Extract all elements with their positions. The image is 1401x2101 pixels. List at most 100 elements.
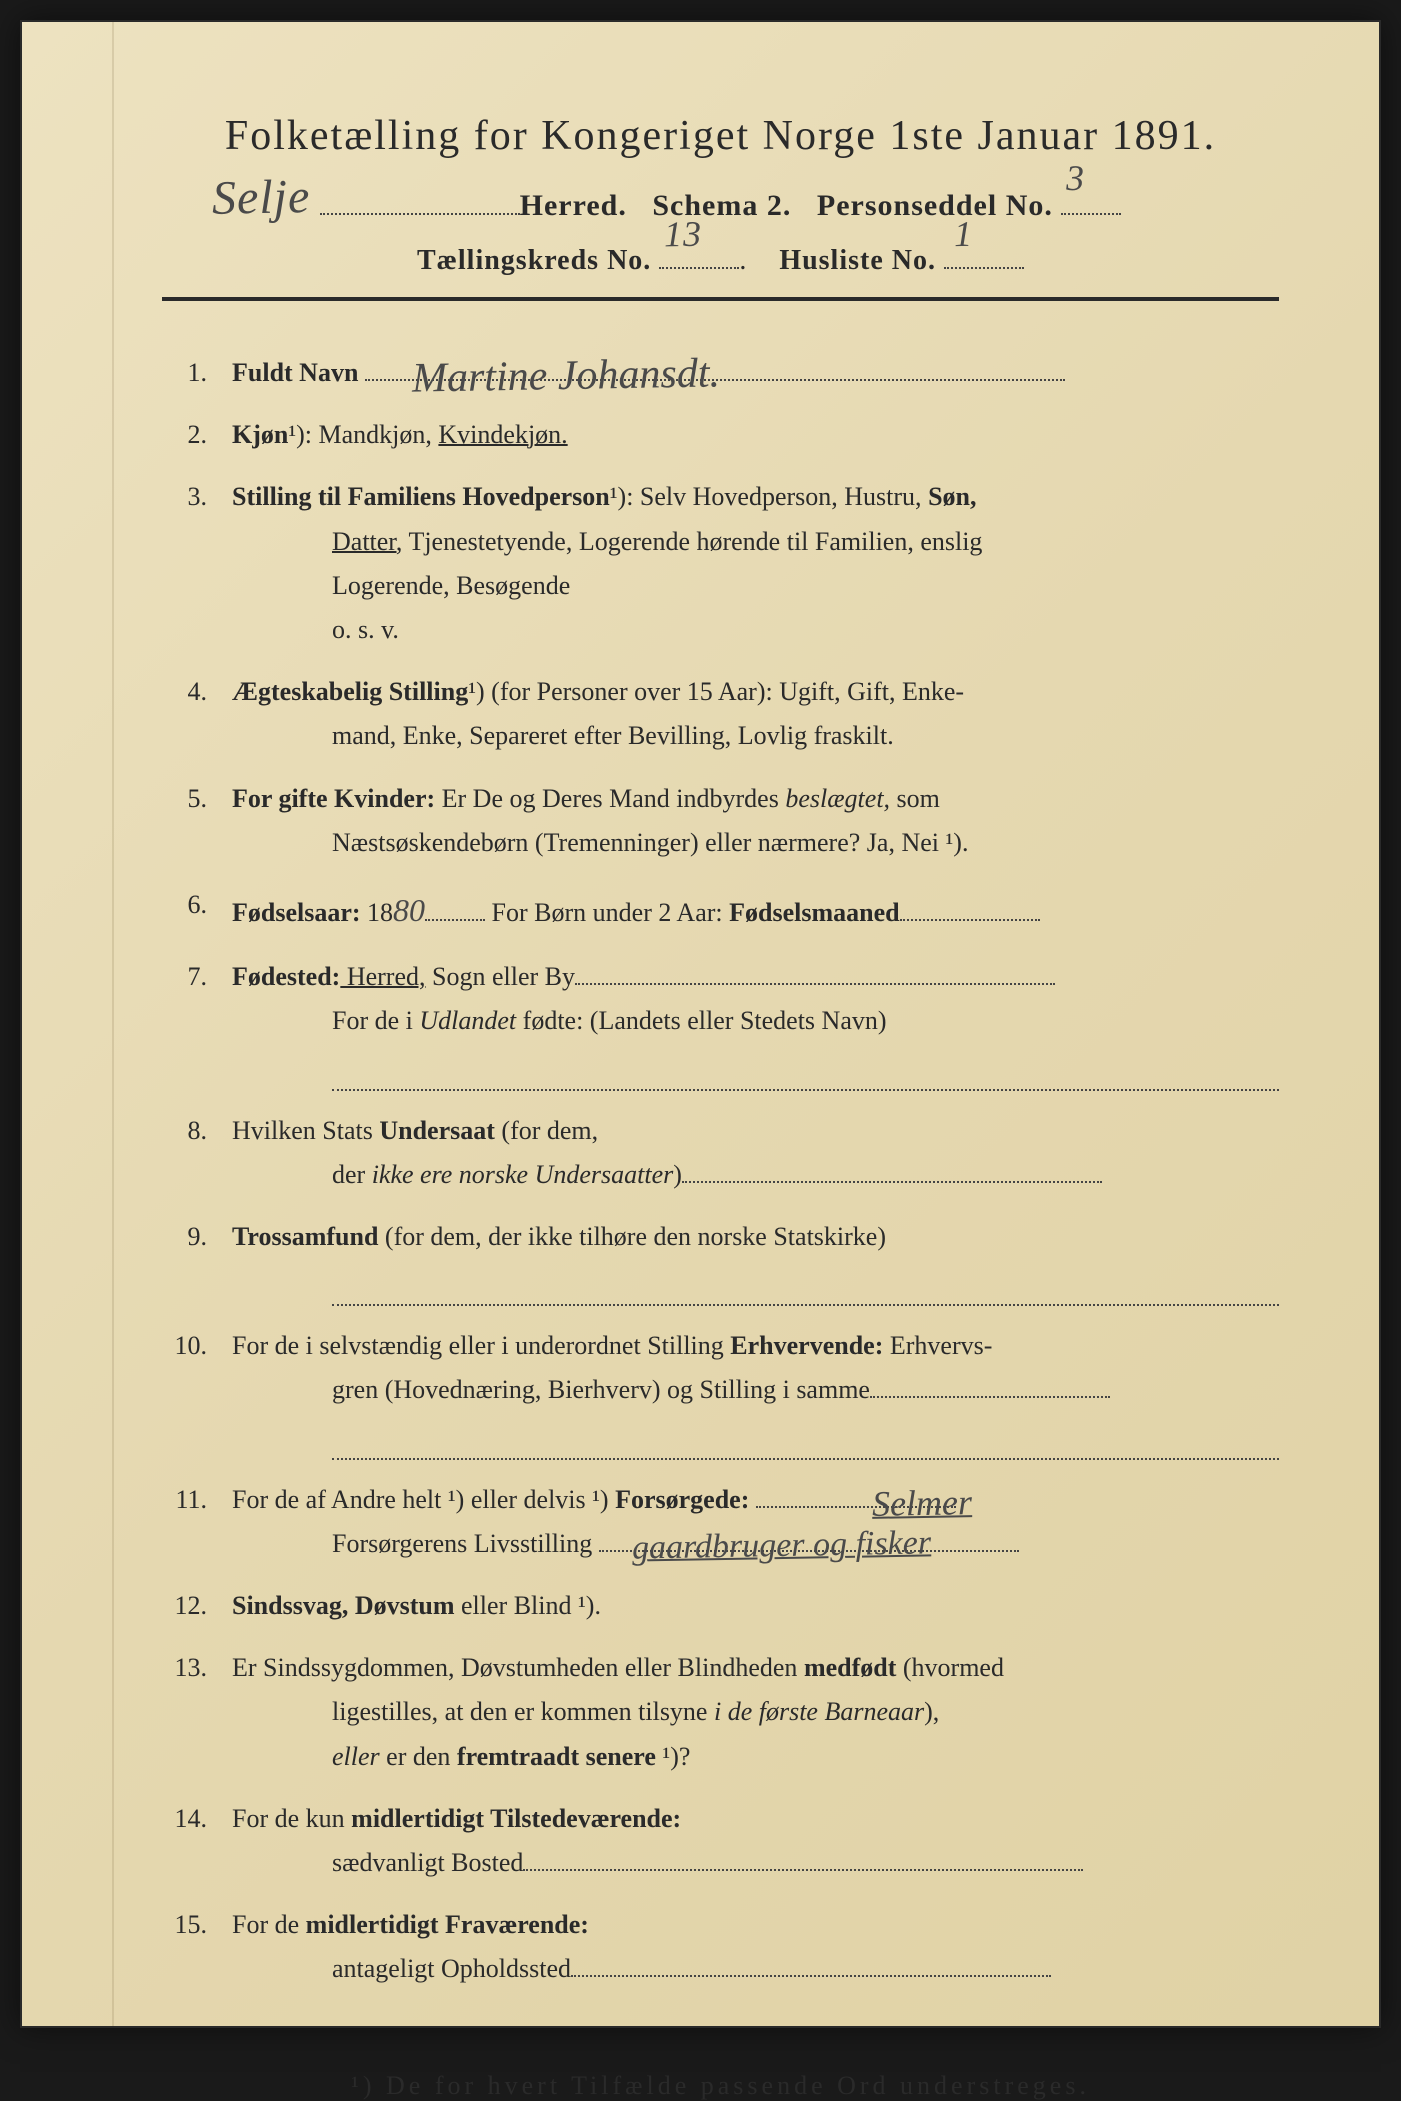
item-content: Trossamfund (for dem, der ikke tilhøre d… (232, 1215, 1279, 1306)
indent-line: eller er den fremtraadt senere ¹)? (232, 1735, 1279, 1779)
header-divider (162, 297, 1279, 301)
text: ¹) (for Personer over 15 Aar): Ugift, Gi… (468, 677, 964, 706)
text: ¹): Selv Hovedperson, Hustru, (610, 482, 928, 511)
text: Er Sindssygdommen, Døvstumheden eller Bl… (232, 1653, 804, 1682)
item-num: 15. (172, 1903, 232, 1991)
item-11: 11. For de af Andre helt ¹) eller delvis… (172, 1478, 1279, 1566)
dotted-full (332, 1421, 1279, 1460)
taellingskreds-no: 13 (664, 213, 703, 256)
item-content: For gifte Kvinder: Er De og Deres Mand i… (232, 777, 1279, 865)
bold: medfødt (804, 1653, 896, 1682)
item-content: Er Sindssygdommen, Døvstumheden eller Bl… (232, 1646, 1279, 1779)
item-2: 2. Kjøn¹): Mandkjøn, Kvindekjøn. (172, 413, 1279, 457)
item-num: 5. (172, 777, 232, 865)
underlined: Datter, (332, 527, 402, 556)
census-form-page: Folketælling for Kongeriget Norge 1ste J… (20, 20, 1381, 2028)
item-num: 6. (172, 883, 232, 937)
indent-line: mand, Enke, Separeret efter Bevilling, L… (232, 714, 1279, 758)
kreds-line: Tællingskreds No. 13. Husliste No. 1 (162, 241, 1279, 277)
item-num: 8. (172, 1109, 232, 1197)
bold: midlertidigt Fraværende: (306, 1910, 589, 1939)
indent-line: Forsørgerens Livsstilling gaardbruger og… (232, 1522, 1279, 1566)
text: Tjenestetyende, Logerende hørende til Fa… (402, 527, 982, 556)
text: Forsørgerens Livsstilling (332, 1529, 592, 1558)
item-content: Kjøn¹): Mandkjøn, Kvindekjøn. (232, 413, 1279, 457)
item-num: 11. (172, 1478, 232, 1566)
item-3: 3. Stilling til Familiens Hovedperson¹):… (172, 475, 1279, 652)
text: gren (Hovednæring, Bierhverv) og Stillin… (332, 1375, 870, 1404)
personseddel-field: 3 (1061, 185, 1121, 215)
indent-line: Datter, Tjenestetyende, Logerende hørend… (232, 520, 1279, 564)
herred-line: Selje Herred. Schema 2. Personseddel No.… (162, 185, 1279, 223)
text: er den (380, 1742, 457, 1771)
text: For de i selvstændig eller i underordnet… (232, 1331, 730, 1360)
taellingskreds-label: Tællingskreds No. (417, 245, 651, 276)
italic: ikke ere norske Undersaatter (372, 1160, 674, 1189)
text: som (890, 784, 940, 813)
item-num: 14. (172, 1797, 232, 1885)
item-15: 15. For de midlertidigt Fraværende: anta… (172, 1903, 1279, 1991)
dotted-full (332, 1267, 1279, 1306)
name-handwritten: Martine Johansdt. (411, 338, 720, 415)
text: eller Blind ¹). (455, 1591, 601, 1620)
personseddel-no: 3 (1066, 157, 1086, 199)
husliste-label: Husliste No. (779, 245, 936, 276)
bold: Erhvervende: (730, 1331, 883, 1360)
item-12: 12. Sindssvag, Døvstum eller Blind ¹). (172, 1584, 1279, 1628)
item-content: Sindssvag, Døvstum eller Blind ¹). (232, 1584, 1279, 1628)
label: Ægteskabelig Stilling (232, 677, 468, 706)
husliste-field: 1 (944, 241, 1024, 269)
item-content: For de kun midlertidigt Tilstedeværende:… (232, 1797, 1279, 1885)
text: For de (232, 1910, 306, 1939)
text: Erhvervs- (883, 1331, 992, 1360)
italic: eller (332, 1742, 380, 1771)
text: sædvanligt Bosted (332, 1848, 523, 1877)
bold: fremtraadt senere (457, 1742, 656, 1771)
item-num: 2. (172, 413, 232, 457)
item-num: 3. (172, 475, 232, 652)
bold: midlertidigt Tilstedeværende: (351, 1804, 681, 1833)
text: fødte: (Landets eller Stedets Navn) (516, 1006, 886, 1035)
indent-line: der ikke ere norske Undersaatter) (232, 1153, 1279, 1197)
year-handwritten: 80 (393, 892, 425, 928)
indent-line: Logerende, Besøgende (232, 564, 1279, 608)
item-num: 9. (172, 1215, 232, 1306)
label: Fødselsaar: (232, 898, 361, 927)
indent-line: gren (Hovednæring, Bierhverv) og Stillin… (232, 1368, 1279, 1412)
item-5: 5. For gifte Kvinder: Er De og Deres Man… (172, 777, 1279, 865)
item-content: For de midlertidigt Fraværende: antageli… (232, 1903, 1279, 1991)
text: ), (924, 1697, 939, 1726)
text: (for dem, der ikke tilhøre den norske St… (378, 1222, 886, 1251)
text: For Børn under 2 Aar: (485, 898, 729, 927)
item-num: 12. (172, 1584, 232, 1628)
item-content: Stilling til Familiens Hovedperson¹): Se… (232, 475, 1279, 652)
herred-field (320, 185, 520, 215)
indent-line: o. s. v. (232, 608, 1279, 652)
item-7: 7. Fødested: Herred, Sogn eller By For d… (172, 955, 1279, 1090)
bold: Undersaat (379, 1116, 495, 1145)
text: Hvilken Stats (232, 1116, 379, 1145)
label: Stilling til Familiens Hovedperson (232, 482, 610, 511)
indent-line: sædvanligt Bosted (232, 1841, 1279, 1885)
label: For gifte Kvinder: (232, 784, 435, 813)
item-content: Fødselsaar: 1880 For Børn under 2 Aar: F… (232, 883, 1279, 937)
text: For de kun (232, 1804, 351, 1833)
text: ¹)? (656, 1742, 691, 1771)
husliste-no: 1 (954, 213, 974, 255)
underlined: Kvindekjøn. (438, 420, 567, 449)
item-content: Ægteskabelig Stilling¹) (for Personer ov… (232, 670, 1279, 758)
item-content: Fuldt Navn Martine Johansdt. (232, 351, 1279, 395)
item-10: 10. For de i selvstændig eller i underor… (172, 1324, 1279, 1459)
italic: beslægtet, (785, 784, 890, 813)
text: For de i (332, 1006, 419, 1035)
text: ligestilles, at den er kommen tilsyne (332, 1697, 714, 1726)
dotted (575, 959, 1055, 985)
item-content: Hvilken Stats Undersaat (for dem, der ik… (232, 1109, 1279, 1197)
item-6: 6. Fødselsaar: 1880 For Børn under 2 Aar… (172, 883, 1279, 937)
text: ) (673, 1160, 682, 1189)
label: Trossamfund (232, 1222, 378, 1251)
italic: i de første Barneaar (714, 1697, 924, 1726)
item-9: 9. Trossamfund (for dem, der ikke tilhør… (172, 1215, 1279, 1306)
item-14: 14. For de kun midlertidigt Tilstedevære… (172, 1797, 1279, 1885)
item-content: For de i selvstændig eller i underordnet… (232, 1324, 1279, 1459)
